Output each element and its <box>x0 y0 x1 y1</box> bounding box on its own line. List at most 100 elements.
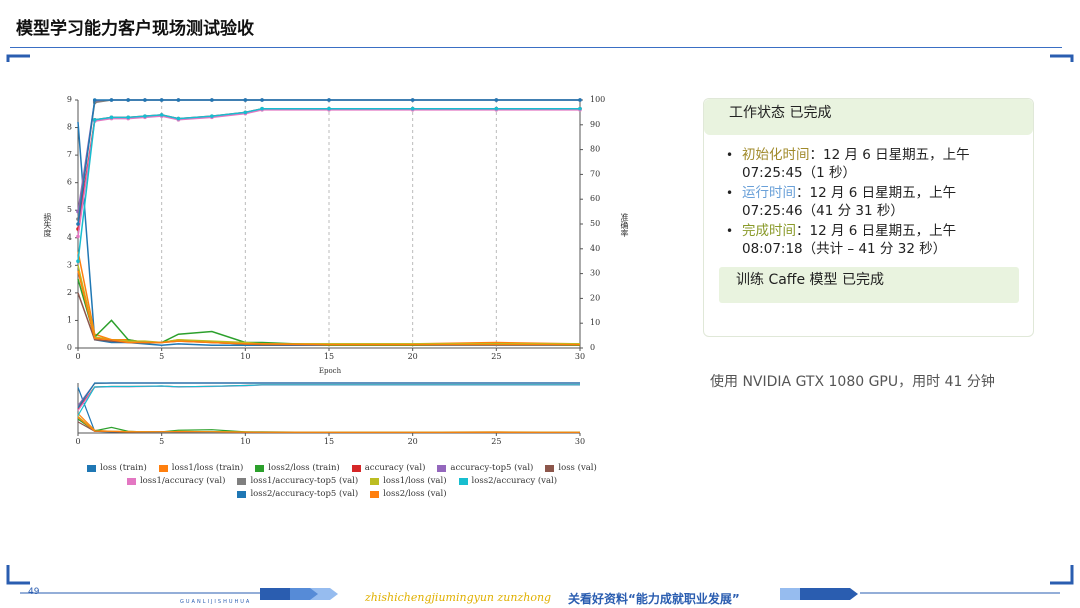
status-header: 工作状态 已完成 <box>704 99 1033 135</box>
point <box>243 98 248 102</box>
point <box>176 116 181 121</box>
legend-swatch <box>158 464 168 472</box>
nav-series-line <box>77 384 580 416</box>
nav-x-tick-label: 15 <box>324 437 334 446</box>
y2-tick-label: 20 <box>590 293 600 302</box>
y2-tick-label: 90 <box>590 120 600 129</box>
nav-x-tick-label: 30 <box>575 437 585 446</box>
status-item: 运行时间：12 月 6 日星期五，上午 07:25:46（41 分 31 秒） <box>726 184 1012 220</box>
legend-swatch <box>458 477 468 485</box>
nav-x-tick-label: 25 <box>491 437 501 446</box>
point <box>210 98 214 102</box>
series-line <box>77 270 580 346</box>
series-line <box>77 99 580 225</box>
nav-series-line <box>77 384 580 410</box>
task-text: 训练 Caffe 模型 已完成 <box>736 272 884 288</box>
point <box>126 115 130 120</box>
y2-tick-label: 100 <box>590 95 605 104</box>
nav-series-line <box>77 382 580 409</box>
point <box>327 106 331 111</box>
nav-x-tick-label: 10 <box>240 437 250 446</box>
x-tick-label: 0 <box>75 352 80 361</box>
nav-series-line <box>77 413 581 433</box>
y-tick-label: 3 <box>67 260 72 269</box>
status-item: 完成时间：12 月 6 日星期五，上午 08:07:18（共计 – 41 分 3… <box>726 222 1012 258</box>
x-tick-label: 20 <box>408 352 418 361</box>
nav-x-tick-label: 0 <box>75 437 80 446</box>
legend-entry: loss (val) <box>545 463 597 473</box>
x-axis-title: Epoch <box>319 367 342 375</box>
legend-label: accuracy (val) <box>364 463 426 473</box>
legend-swatch <box>370 490 380 498</box>
y-tick-label: 7 <box>67 150 72 159</box>
legend-swatch <box>237 490 247 498</box>
point <box>176 98 181 102</box>
legend-label: loss2/accuracy-top5 (val) <box>250 489 359 499</box>
legend-swatch <box>351 464 361 472</box>
divider <box>10 47 1062 48</box>
chart: Epoch 损失度 准确率 0 0 5 5 10 10 15 15 20 20 25 25 30 30 0 1… <box>43 95 629 446</box>
point <box>159 113 164 117</box>
point <box>410 98 415 102</box>
y2-tick-label: 60 <box>590 194 600 203</box>
legend-entry: loss1/loss (val) <box>370 476 447 486</box>
legend-swatch <box>437 464 447 472</box>
y-tick-label: 9 <box>67 95 72 104</box>
series-line <box>77 109 580 237</box>
y2-tick-label: 30 <box>590 269 600 278</box>
y2-axis-title: 准确率 <box>620 212 629 238</box>
point <box>92 98 97 102</box>
note: 使用 NVIDIA GTX 1080 GPU，用时 41 分钟 <box>710 374 995 390</box>
y-tick-label: 5 <box>67 205 72 214</box>
point <box>76 222 80 226</box>
x-tick-label: 5 <box>159 352 164 361</box>
y-tick-label: 2 <box>67 288 72 297</box>
legend-swatch <box>126 477 136 485</box>
point <box>327 98 331 102</box>
status-text: ：12 月 6 日星期五，上午 07:25:45（1 秒） <box>742 147 970 181</box>
x-tick-label: 10 <box>240 352 250 361</box>
point <box>578 106 582 111</box>
nav-series-line <box>77 416 580 433</box>
x-tick-label: 30 <box>575 352 585 361</box>
y2-tick-label: 50 <box>590 219 600 228</box>
status-item: 初始化时间：12 月 6 日星期五，上午 07:25:45（1 秒） <box>726 146 1012 182</box>
point <box>76 234 80 239</box>
footer-decor <box>20 588 1060 600</box>
point <box>210 114 214 118</box>
point <box>159 98 164 102</box>
legend-swatch <box>545 464 555 472</box>
status-label: 完成时间 <box>742 223 796 239</box>
point <box>109 115 114 120</box>
legend-entry: loss1/accuracy-top5 (val) <box>237 476 358 486</box>
legend-label: loss1/accuracy-top5 (val) <box>250 476 359 486</box>
status-label: 运行时间 <box>742 185 796 201</box>
legend-entry: loss2/accuracy (val) <box>458 476 557 486</box>
point <box>92 118 97 122</box>
legend: loss (train) loss1/loss (train) loss2/loss… <box>62 463 622 499</box>
point <box>126 98 130 102</box>
x-tick-label: 15 <box>324 352 334 361</box>
point <box>143 98 147 102</box>
nav-series-line <box>77 387 580 434</box>
point <box>494 106 499 111</box>
y-axis-title: 损失度 <box>43 212 52 238</box>
x-tick-label: 25 <box>491 352 501 361</box>
y2-tick-label: 0 <box>590 343 595 352</box>
legend-swatch <box>370 477 380 485</box>
nav-series-line <box>77 384 580 411</box>
footer-tag: GUANLIJISHUHUA <box>180 599 252 605</box>
y2-tick-label: 70 <box>590 169 600 178</box>
series-line <box>77 99 580 220</box>
y-tick-label: 4 <box>67 233 72 242</box>
legend-entry: loss1/loss (train) <box>158 463 243 473</box>
point <box>494 98 499 102</box>
legend-swatch <box>87 464 97 472</box>
legend-label: loss2/loss (train) <box>268 463 340 473</box>
legend-entry: accuracy-top5 (val) <box>437 463 533 473</box>
legend-entry: loss2/loss (val) <box>370 489 447 499</box>
legend-entry: loss1/accuracy (val) <box>126 476 225 486</box>
legend-swatch <box>255 464 265 472</box>
